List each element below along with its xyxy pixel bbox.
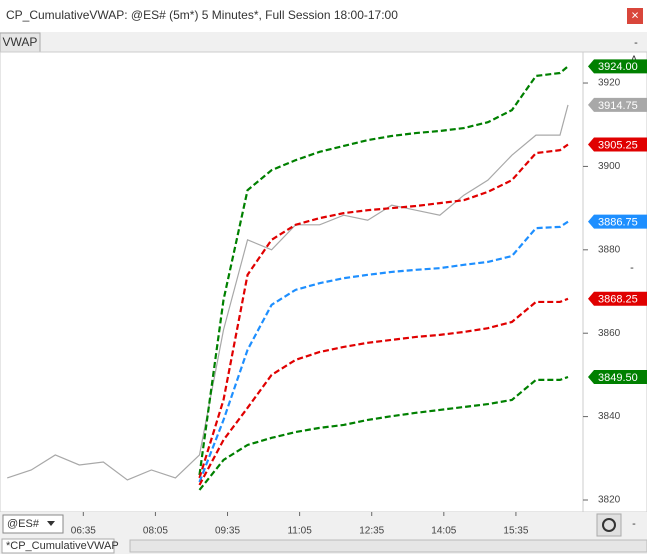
vwap-band	[198, 65, 569, 476]
y-tick-label: 3860	[598, 328, 621, 339]
x-tick-label: 08:05	[143, 526, 168, 537]
price-flag	[588, 369, 647, 384]
y-tick-label: 3820	[598, 495, 621, 506]
price-flag-label: 3886.75	[598, 217, 638, 229]
price-flag-label: 3868.25	[598, 294, 638, 306]
y-tick-label: 3920	[598, 78, 621, 89]
vwap-band	[198, 297, 569, 486]
y-tick-label: 3880	[598, 244, 621, 255]
y-tick-label: 3840	[598, 411, 621, 422]
dropdown-arrow[interactable]	[47, 521, 55, 526]
close-icon[interactable]: ×	[631, 7, 639, 22]
x-tick-label: 14:05	[431, 526, 456, 537]
x-tick-label: 09:35	[215, 526, 240, 537]
y-tick-label: 3900	[598, 161, 621, 172]
x-tick-label: 15:35	[503, 526, 528, 537]
symbol-dropdown[interactable]	[2, 514, 64, 534]
price-flag	[588, 291, 647, 306]
price-flag	[588, 59, 647, 74]
scrollbar[interactable]	[129, 539, 647, 553]
title-bar	[0, 0, 647, 32]
vwap-band	[198, 143, 569, 479]
refresh-button[interactable]	[596, 513, 622, 537]
x-tick-label: 06:35	[71, 526, 96, 537]
price-flag-label: 3924.00	[598, 61, 638, 73]
vwap-band	[198, 220, 569, 483]
time-axis-bar	[0, 512, 647, 538]
price-flag-label: 3849.50	[598, 372, 638, 384]
vwap-tab-label[interactable]: VWAP	[3, 35, 38, 49]
workspace-tab-label[interactable]: *CP_CumulativeVWAP	[6, 540, 119, 552]
price-flag-label: 3914.75	[598, 100, 638, 112]
close-button[interactable]	[627, 8, 643, 24]
workspace-tab[interactable]	[1, 538, 115, 554]
x-tick-label: 12:35	[359, 526, 384, 537]
window-title: CP_CumulativeVWAP: @ES# (5m*) 5 Minutes*…	[6, 8, 398, 22]
minus-button[interactable]: -	[632, 518, 636, 530]
price-axis	[582, 51, 647, 513]
price-flag	[588, 97, 647, 112]
plot-area	[0, 51, 584, 513]
price-flag	[588, 214, 647, 229]
x-tick-label: 11:05	[287, 526, 312, 537]
symbol-label[interactable]: @ES#	[7, 518, 40, 530]
price-flag-label: 3905.25	[598, 139, 638, 151]
refresh-icon[interactable]	[602, 518, 616, 532]
vwap-band	[198, 375, 569, 491]
minus-button[interactable]: -	[630, 262, 634, 274]
minus-button[interactable]: -	[634, 37, 638, 49]
price-flag	[588, 137, 647, 152]
